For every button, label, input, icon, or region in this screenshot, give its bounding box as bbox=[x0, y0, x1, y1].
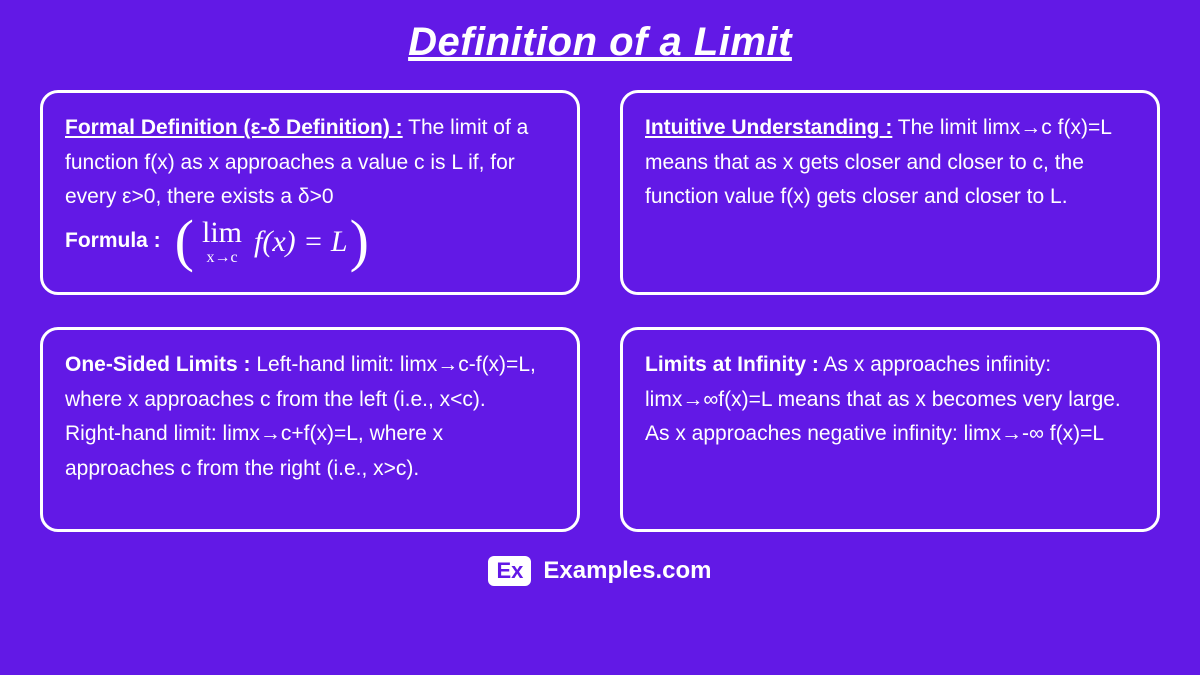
lim-sub: x→c bbox=[206, 250, 237, 266]
card-intuitive: Intuitive Understanding : The limit limx… bbox=[620, 90, 1160, 295]
formula-expr: f(x) = L bbox=[254, 217, 348, 267]
logo-icon: Ex bbox=[488, 556, 531, 586]
footer-text: Examples.com bbox=[543, 557, 711, 585]
card-heading: Intuitive Understanding : bbox=[645, 116, 892, 139]
formula-label: Formula : bbox=[65, 224, 161, 259]
card-one-sided: One-Sided Limits : Left-hand limit: limx… bbox=[40, 327, 580, 532]
card-heading: Formal Definition (ε-δ Definition) : bbox=[65, 116, 403, 139]
card-body-2: As x approaches negative infinity: limx→… bbox=[645, 422, 1104, 445]
lim-block: lim x→c bbox=[202, 218, 242, 266]
page-title: Definition of a Limit bbox=[40, 20, 1160, 65]
paren-left-icon: ( bbox=[175, 221, 194, 262]
card-heading: One-Sided Limits : bbox=[65, 353, 251, 376]
formula-row: Formula : ( lim x→c f(x) = L ) bbox=[65, 217, 555, 267]
lim-text: lim bbox=[202, 218, 242, 248]
formula: ( lim x→c f(x) = L ) bbox=[175, 217, 369, 267]
card-heading: Limits at Infinity : bbox=[645, 353, 819, 376]
card-body-2: Right-hand limit: limx→c+f(x)=L, where x… bbox=[65, 422, 443, 480]
cards-grid: Formal Definition (ε-δ Definition) : The… bbox=[40, 90, 1160, 532]
paren-right-icon: ) bbox=[350, 221, 369, 262]
footer: Ex Examples.com bbox=[40, 556, 1160, 586]
card-limits-infinity: Limits at Infinity : As x approaches inf… bbox=[620, 327, 1160, 532]
card-formal-definition: Formal Definition (ε-δ Definition) : The… bbox=[40, 90, 580, 295]
